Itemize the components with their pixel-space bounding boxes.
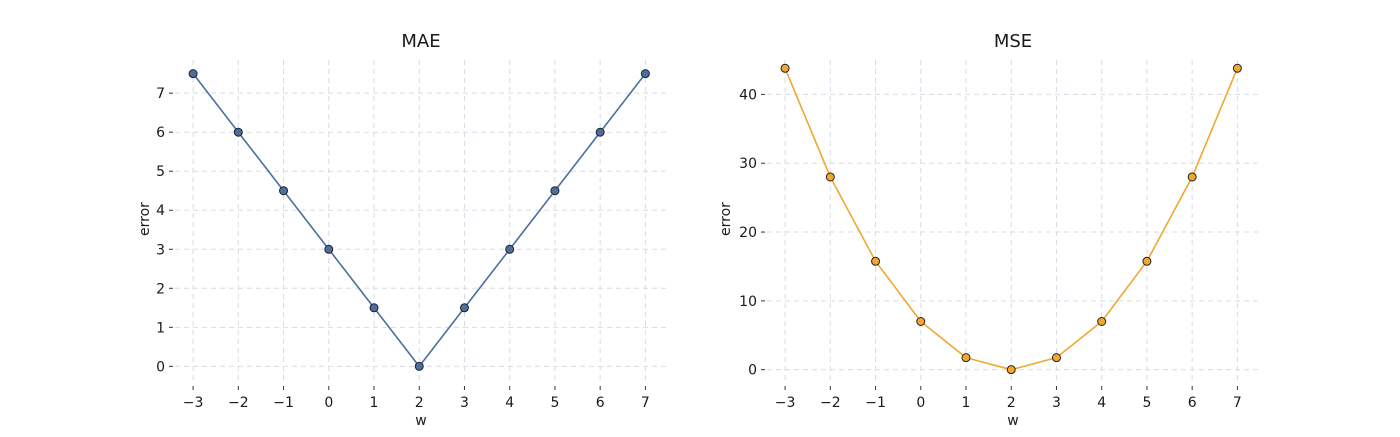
data-point (1232, 63, 1242, 73)
y-axis-label: error (137, 202, 153, 236)
y-axis-ticks: 0 10 20 30 40 (739, 87, 765, 379)
y-tick-label: 3 (156, 242, 165, 258)
x-tick-label: 5 (550, 395, 559, 411)
grid (767, 60, 1260, 380)
x-tick-label: −3 (775, 395, 796, 411)
y-tick-label: 2 (156, 281, 165, 297)
y-axis-ticks: 0 1 2 3 4 5 6 7 (156, 86, 173, 375)
data-point (324, 244, 334, 254)
y-tick-label: 30 (739, 156, 757, 172)
data-point (1097, 317, 1107, 327)
chart-title: MSE (994, 31, 1032, 52)
x-tick-label: 4 (505, 395, 514, 411)
x-tick-label: 6 (1188, 395, 1197, 411)
data-point (233, 127, 243, 137)
x-tick-label: 7 (641, 395, 650, 411)
y-tick-label: 7 (156, 86, 165, 102)
x-tick-label: 7 (1233, 395, 1242, 411)
data-point (369, 303, 379, 313)
y-tick-label: 6 (156, 125, 165, 141)
grid (175, 60, 668, 380)
data-point (188, 69, 198, 79)
x-tick-label: −3 (183, 395, 204, 411)
data-point (1051, 353, 1061, 363)
data-point (414, 361, 424, 371)
y-tick-label: 1 (156, 320, 165, 336)
data-point (780, 63, 790, 73)
data-point (871, 256, 881, 266)
mae-chart: MAE w error −3 −2 −1 0 1 2 3 4 5 6 7 0 1 2 3 4 5 6 7 (137, 31, 668, 429)
data-point (505, 244, 515, 254)
series-group (188, 69, 650, 371)
data-point (279, 186, 289, 196)
chart-title: MAE (401, 31, 440, 52)
x-tick-label: 1 (370, 395, 379, 411)
data-point (1006, 365, 1016, 375)
y-tick-label: 10 (739, 294, 757, 310)
y-axis-label: error (718, 202, 734, 236)
data-point (916, 317, 926, 327)
data-point (640, 69, 650, 79)
x-tick-label: −2 (228, 395, 249, 411)
x-tick-label: 0 (916, 395, 925, 411)
x-tick-label: −1 (865, 395, 886, 411)
x-tick-label: 4 (1097, 395, 1106, 411)
data-point (595, 127, 605, 137)
x-tick-label: 2 (1007, 395, 1016, 411)
x-tick-label: −1 (273, 395, 294, 411)
x-tick-label: 3 (1052, 395, 1061, 411)
x-tick-label: 1 (962, 395, 971, 411)
series-group (780, 63, 1242, 375)
y-tick-label: 0 (156, 359, 165, 375)
x-tick-label: 6 (596, 395, 605, 411)
x-tick-label: 3 (460, 395, 469, 411)
y-tick-label: 20 (739, 225, 757, 241)
x-axis-label: w (415, 413, 426, 429)
data-point (1142, 256, 1152, 266)
data-point (961, 353, 971, 363)
x-axis-ticks: −3 −2 −1 0 1 2 3 4 5 6 7 (775, 386, 1242, 411)
x-axis-label: w (1007, 413, 1018, 429)
data-point (459, 303, 469, 313)
mse-chart: MSE w error −3 −2 −1 0 1 2 3 4 5 6 7 0 10 20 30 40 (718, 31, 1260, 429)
x-axis-ticks: −3 −2 −1 0 1 2 3 4 5 6 7 (183, 386, 650, 411)
x-tick-label: 0 (324, 395, 333, 411)
y-tick-label: 40 (739, 87, 757, 103)
y-tick-label: 4 (156, 203, 165, 219)
y-tick-label: 0 (748, 363, 757, 379)
data-point (550, 186, 560, 196)
data-point (825, 172, 835, 182)
x-tick-label: 5 (1142, 395, 1151, 411)
data-point (1187, 172, 1197, 182)
x-tick-label: −2 (820, 395, 841, 411)
y-tick-label: 5 (156, 164, 165, 180)
x-tick-label: 2 (415, 395, 424, 411)
